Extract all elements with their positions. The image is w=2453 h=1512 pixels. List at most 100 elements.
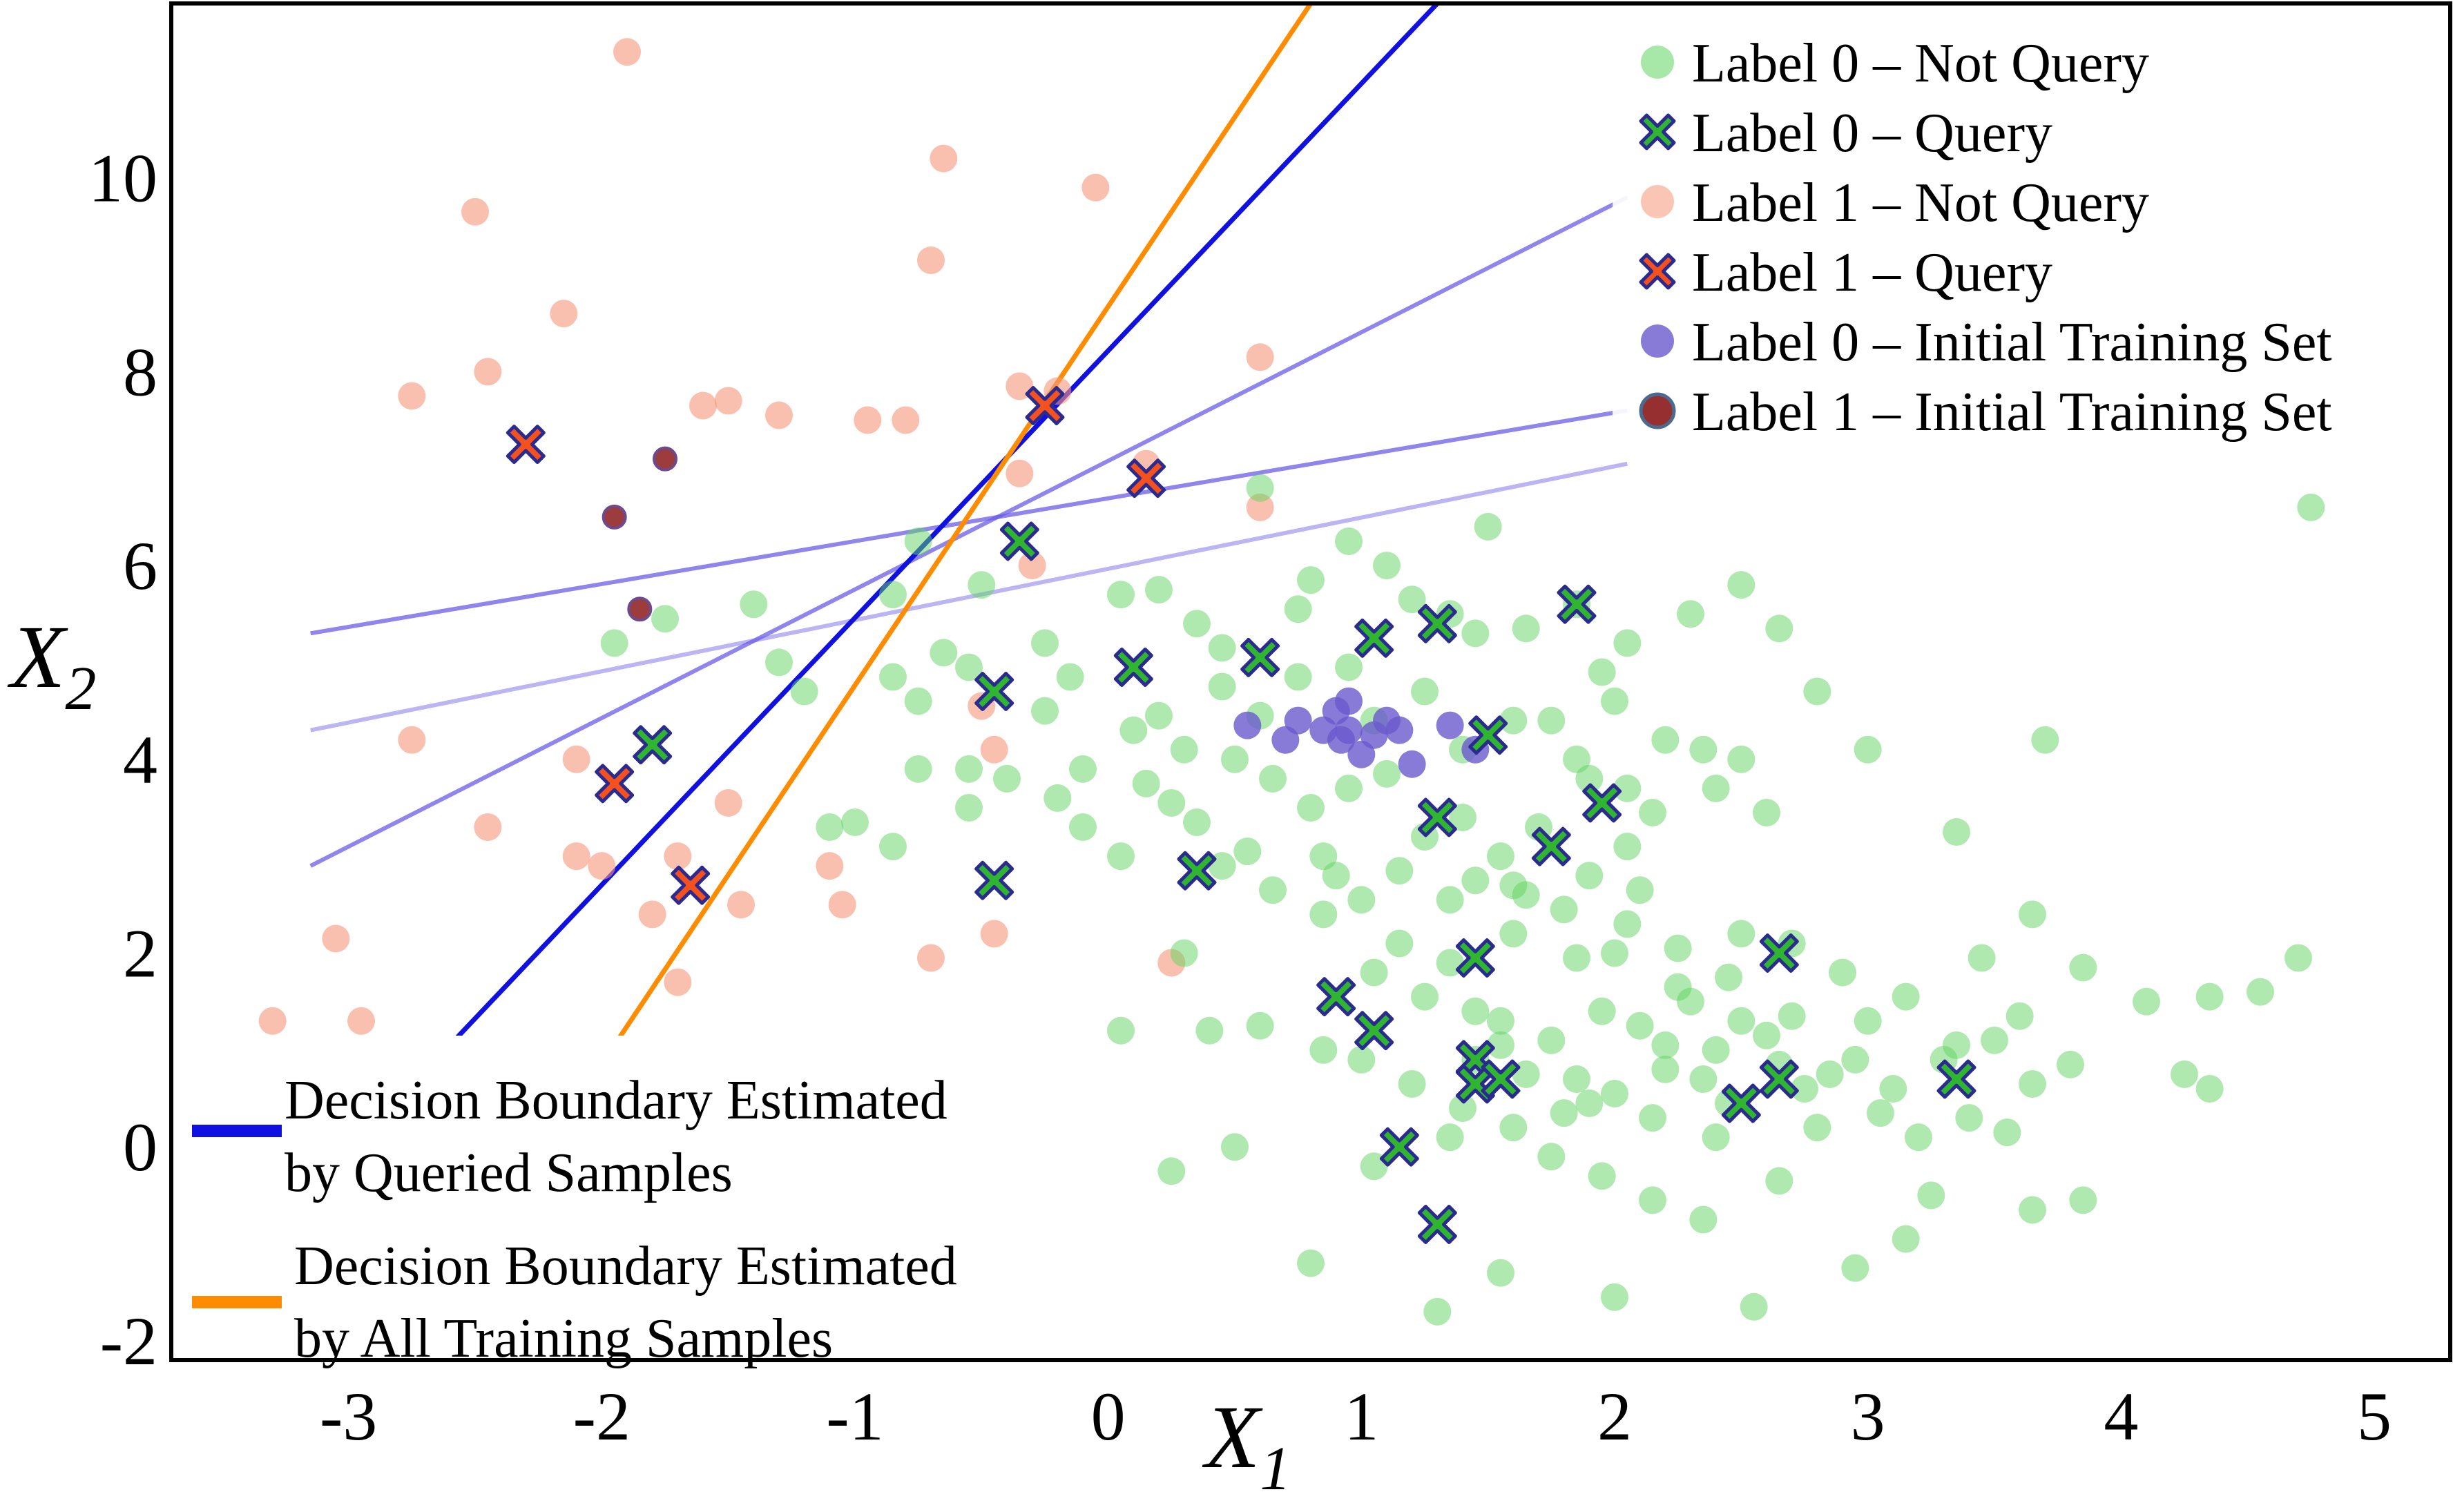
data-point — [2057, 1050, 2084, 1078]
data-point — [1563, 1065, 1590, 1093]
legend-label: Label 0 – Query — [1692, 103, 2052, 164]
data-point — [1955, 1104, 1983, 1132]
data-point — [1170, 735, 1198, 764]
data-point — [1031, 629, 1059, 657]
data-point — [1284, 663, 1312, 691]
data-point — [879, 663, 907, 691]
data-point — [562, 745, 590, 773]
data-point — [1081, 173, 1110, 202]
data-point — [1601, 939, 1628, 967]
data-point — [1157, 1157, 1186, 1185]
data-point — [1246, 493, 1274, 521]
data-point — [1829, 958, 1856, 987]
data-point — [1436, 1123, 1464, 1152]
query-marker — [1240, 637, 1280, 677]
data-point — [2019, 1196, 2046, 1224]
data-point — [980, 735, 1008, 764]
data-point — [1347, 886, 1376, 914]
data-point — [1740, 1292, 1768, 1321]
data-point — [1613, 833, 1642, 861]
data-point — [474, 813, 502, 842]
data-point — [1031, 697, 1059, 725]
data-point — [651, 605, 679, 633]
query-marker — [974, 860, 1014, 900]
y-tick-label: 8 — [123, 333, 157, 410]
data-point — [1537, 1143, 1566, 1171]
data-point — [398, 382, 426, 410]
data-point — [653, 446, 677, 472]
y-tick-label: 6 — [123, 527, 157, 604]
data-point — [638, 900, 666, 929]
data-point — [1145, 701, 1173, 730]
data-point — [347, 1007, 375, 1035]
data-point — [1626, 1011, 1654, 1040]
data-point — [1981, 1026, 2008, 1054]
query-marker — [999, 521, 1039, 561]
legend-upper-entry: Label 0 – Initial Training Set — [1641, 312, 2332, 373]
legend-label: Label 0 – Initial Training Set — [1692, 312, 2332, 373]
query-marker — [633, 725, 673, 765]
query-marker — [1417, 603, 1457, 643]
legend-label-line1: Decision Boundary Estimated — [285, 1070, 947, 1131]
query-marker — [1316, 977, 1356, 1017]
data-point — [968, 571, 996, 599]
data-point — [841, 808, 869, 837]
data-point — [1879, 1075, 1907, 1103]
legend-label: Label 1 – Initial Training Set — [1692, 382, 2332, 443]
data-point — [1905, 1123, 1932, 1152]
data-point — [1398, 585, 1426, 614]
data-point — [1943, 1031, 1970, 1059]
data-point — [2284, 944, 2312, 972]
data-point — [1335, 653, 1363, 681]
data-point — [917, 944, 945, 972]
legend-label: Label 1 – Query — [1692, 242, 2052, 303]
legend-upper-background — [1613, 28, 2427, 456]
data-point — [2005, 1002, 2034, 1030]
data-point — [1499, 1114, 1528, 1142]
query-marker — [1582, 783, 1622, 823]
data-point — [1867, 1099, 1894, 1127]
data-point — [1715, 963, 1742, 991]
data-point — [790, 677, 818, 706]
data-point — [930, 144, 958, 173]
data-point — [828, 891, 856, 919]
data-point — [1246, 343, 1274, 371]
plot-frame — [169, 1, 2452, 1362]
data-point — [765, 401, 793, 429]
y-tick-label: 4 — [123, 721, 157, 798]
data-point — [600, 629, 628, 657]
data-point — [955, 653, 983, 681]
data-point — [955, 793, 983, 822]
data-point — [1398, 1069, 1426, 1098]
data-point — [1309, 900, 1338, 929]
data-point — [1601, 1283, 1628, 1311]
query-marker — [1455, 938, 1495, 978]
data-point — [2195, 982, 2224, 1011]
data-point — [1537, 706, 1566, 735]
data-point — [993, 764, 1021, 793]
data-point — [1499, 706, 1528, 735]
data-point — [1487, 842, 1514, 871]
legend-upper: Label 0 – Not Query Label 0 – Query Label … — [1613, 28, 2427, 456]
data-point — [1297, 793, 1325, 822]
legend-lower-background — [176, 1036, 1067, 1357]
data-point — [1246, 474, 1274, 502]
data-point — [1601, 687, 1628, 715]
data-point — [1639, 1186, 1666, 1214]
legend-label-line2: by All Training Samples — [294, 1308, 833, 1369]
data-point — [1651, 1031, 1680, 1059]
data-point — [2247, 978, 2274, 1006]
x-tick-label: -1 — [826, 1378, 883, 1455]
data-point — [1119, 716, 1148, 744]
data-point — [1689, 1205, 1718, 1234]
data-point — [1107, 581, 1135, 609]
data-point — [1246, 1011, 1274, 1040]
legend-marker — [1641, 46, 1674, 79]
query-marker — [1759, 933, 1799, 973]
data-point — [1563, 745, 1590, 773]
data-point — [1259, 764, 1287, 793]
data-point — [1436, 886, 1464, 914]
query-marker — [1481, 1059, 1521, 1099]
legend-lower: Decision Boundary Estimated by Queried Sa… — [176, 1036, 1067, 1369]
